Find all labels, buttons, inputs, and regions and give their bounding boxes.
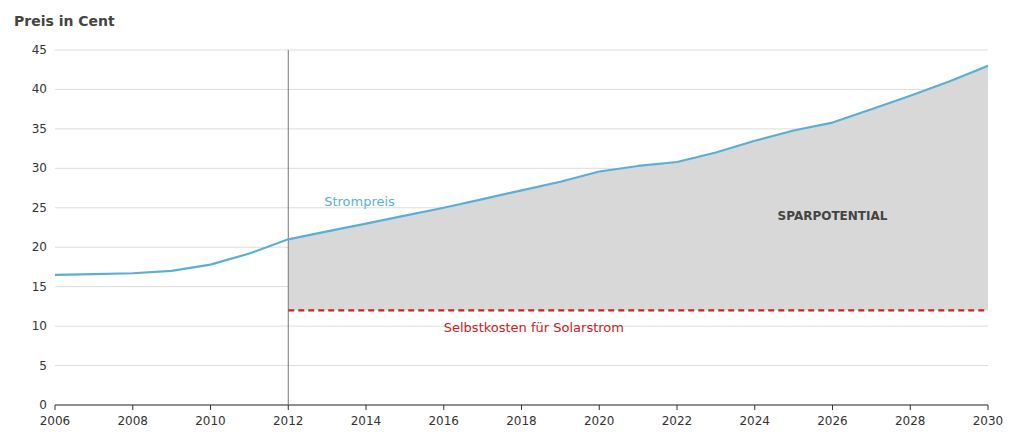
- y-tick-label: 35: [32, 122, 47, 136]
- x-tick: [366, 405, 367, 410]
- x-tick-label: 2022: [662, 414, 693, 428]
- x-tick: [521, 405, 522, 410]
- grid-line: [55, 50, 988, 51]
- x-tick: [988, 405, 989, 410]
- x-tick-label: 2006: [40, 414, 71, 428]
- grid-line: [55, 89, 988, 90]
- y-grid: 0 5 10 15 20 25 30 35 40 45: [32, 43, 988, 412]
- y-tick-label: 40: [32, 82, 47, 96]
- series-label: Selbstkosten für Solarstrom: [444, 320, 624, 335]
- annotation: SPARPOTENTIAL: [778, 209, 888, 223]
- x-tick-label: 2010: [195, 414, 226, 428]
- data-area: [55, 50, 988, 405]
- y-tick-label: 0: [39, 398, 47, 412]
- series-line: [55, 66, 988, 275]
- x-tick: [754, 405, 755, 410]
- y-tick-label: 45: [32, 43, 47, 57]
- grid-line: [55, 365, 988, 366]
- x-tick: [55, 405, 56, 410]
- x-tick-label: 2024: [739, 414, 770, 428]
- y-tick-label: 5: [39, 359, 47, 373]
- x-tick: [132, 405, 133, 410]
- x-tick: [599, 405, 600, 410]
- series-label: Strompreis: [324, 194, 395, 209]
- x-tick-label: 2026: [817, 414, 848, 428]
- series-line: [288, 309, 988, 311]
- x-tick-label: 2018: [506, 414, 537, 428]
- y-tick-label: 20: [32, 240, 47, 254]
- x-tick-label: 2016: [428, 414, 459, 428]
- x-tick-label: 2014: [351, 414, 382, 428]
- x-tick-label: 2020: [584, 414, 615, 428]
- x-tick-label: 2012: [273, 414, 304, 428]
- start-line: [288, 50, 289, 405]
- y-tick-label: 30: [32, 161, 47, 175]
- labels: Strompreis Selbstkosten für Solarstrom SPA…: [324, 194, 888, 336]
- x-tick-label: 2008: [117, 414, 148, 428]
- x-tick-label: 2030: [973, 414, 1004, 428]
- y-tick-label: 10: [32, 319, 47, 333]
- x-tick-label: 2028: [895, 414, 926, 428]
- savings-area: [288, 66, 988, 311]
- y-tick-label: 25: [32, 201, 47, 215]
- x-tick: [832, 405, 833, 410]
- x-tick: [288, 405, 289, 410]
- x-tick: [443, 405, 444, 410]
- chart: Preis in Cent051015202530354045200620082…: [0, 0, 1023, 441]
- x-tick: [910, 405, 911, 410]
- title: Preis in Cent: [14, 13, 115, 29]
- x-tick: [210, 405, 211, 410]
- y-tick-label: 15: [32, 280, 47, 294]
- x-axis: 2006 2008 2010 2012 2014 2016 2018 2020 2022 2024…: [40, 405, 1004, 428]
- x-tick: [677, 405, 678, 410]
